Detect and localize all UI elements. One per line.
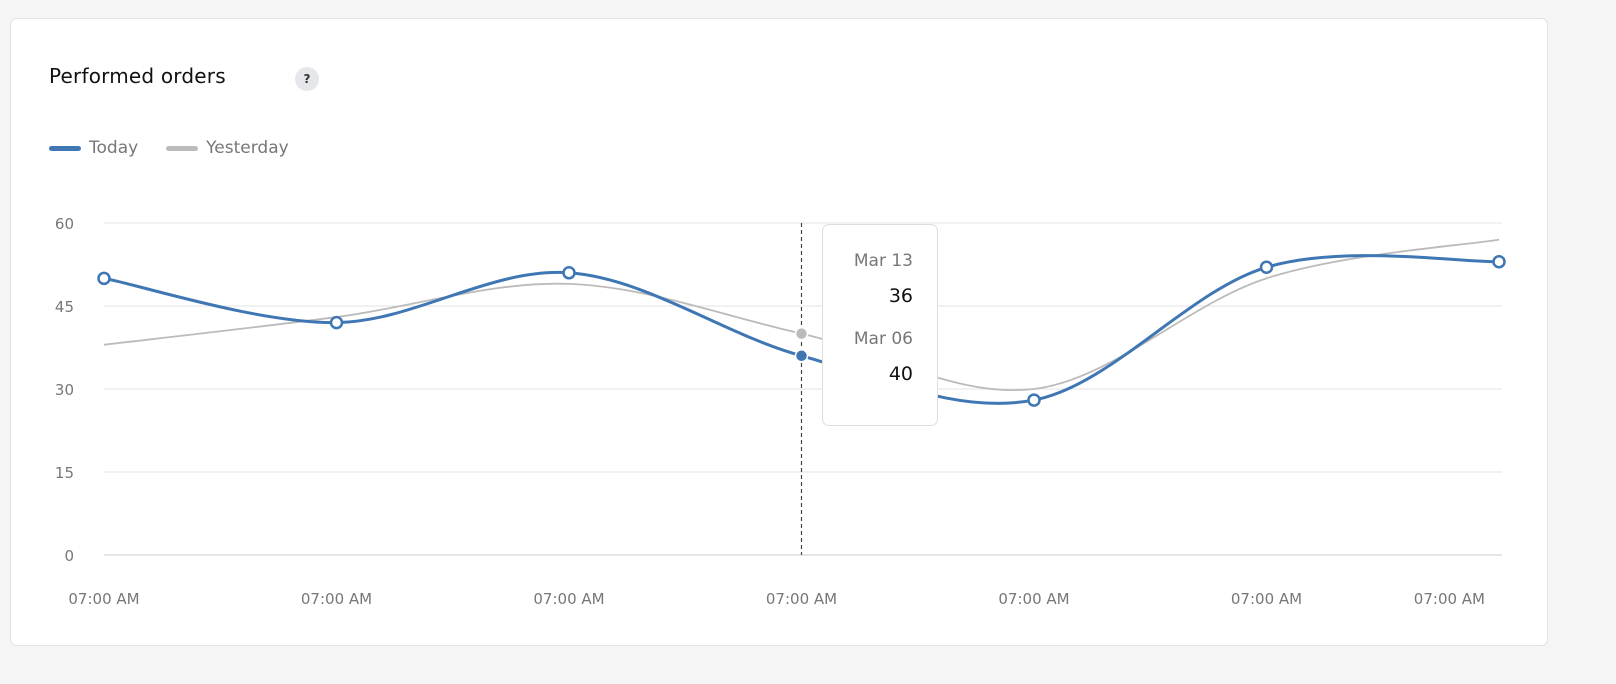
y-tick-label: 45: [55, 298, 74, 316]
tooltip-value: 40: [888, 363, 913, 385]
x-tick-label: 07:00 AM: [766, 590, 837, 608]
y-tick-label: 0: [64, 547, 74, 565]
data-point: [562, 266, 576, 280]
y-tick-label: 15: [55, 464, 74, 482]
tooltip-date: Mar 13: [853, 251, 913, 271]
legend-swatch-today: [49, 145, 81, 151]
x-tick-label: 07:00 AM: [1231, 590, 1302, 608]
legend-label: Yesterday: [206, 138, 289, 158]
tooltip-date: Mar 06: [853, 329, 913, 349]
hover-point: [794, 349, 809, 363]
data-point: [1259, 260, 1274, 275]
legend-item-yesterday[interactable]: Yesterday: [166, 138, 289, 158]
chart-title: Performed orders: [49, 64, 226, 88]
x-tick-label: 07:00 AM: [998, 590, 1069, 608]
chart-card: [10, 18, 1548, 646]
question-icon[interactable]: ?: [295, 67, 319, 91]
legend-item-today[interactable]: Today: [49, 138, 138, 158]
data-point: [97, 271, 111, 286]
legend-label: Today: [89, 138, 139, 158]
y-tick-label: 60: [55, 215, 74, 233]
data-point: [329, 315, 344, 330]
legend-swatch-yesterday: [166, 145, 199, 151]
data-point: [1492, 254, 1506, 269]
x-tick-label: 07:00 AM: [68, 590, 139, 608]
x-tick-label: 07:00 AM: [533, 590, 604, 608]
hover-point: [794, 326, 809, 341]
x-tick-label: 07:00 AM: [1414, 590, 1485, 608]
x-tick-label: 07:00 AM: [301, 590, 372, 608]
tooltip: Mar 13 36 Mar 06 40: [822, 224, 938, 426]
tooltip-value: 36: [888, 285, 913, 307]
data-point: [1027, 393, 1041, 407]
legend: Today Yesterday: [49, 138, 317, 158]
y-tick-label: 30: [55, 381, 74, 399]
